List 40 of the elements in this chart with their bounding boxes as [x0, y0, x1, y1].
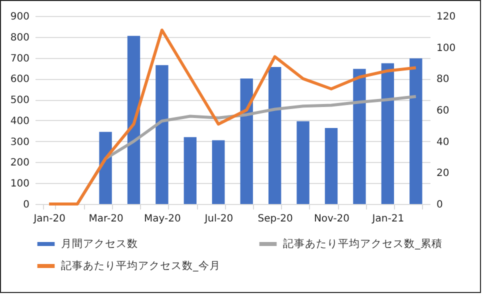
y-tick-label: 900 [10, 12, 30, 22]
bar [99, 132, 112, 204]
y-tick-label: 0 [23, 200, 30, 210]
y2-tick-label: 80 [436, 74, 450, 86]
bar [127, 36, 140, 204]
bar [410, 58, 422, 204]
y-tick-label: 600 [10, 74, 30, 86]
x-tick-label: Jan-21 [371, 214, 404, 224]
bar [240, 78, 253, 204]
bar [324, 128, 338, 204]
y2-tick-label: 0 [436, 200, 443, 210]
y2-tick-label: 20 [436, 168, 450, 180]
line-series [48, 28, 418, 206]
bar [212, 140, 225, 204]
y2-tick-label: 40 [436, 136, 450, 148]
y-tick-label: 300 [10, 136, 30, 148]
y-tick-label: 400 [10, 116, 30, 127]
legend-label: 月間アクセス数 [61, 238, 138, 250]
x-tick-label: Jul-20 [204, 214, 234, 224]
y-tick-label: 700 [10, 53, 30, 64]
x-tick-label: Jan-20 [32, 214, 66, 224]
x-tick-label: Sep-20 [258, 214, 293, 224]
bar [296, 121, 310, 204]
bar [184, 137, 197, 204]
legend-label: 記事あたり平均アクセス数_累積 [283, 237, 442, 250]
bar [156, 65, 168, 204]
y2-tick-label: 100 [436, 42, 456, 54]
x-tick-label: Nov-20 [314, 214, 350, 224]
y-tick-label: 500 [10, 95, 30, 106]
y2-tick-label: 120 [436, 12, 456, 22]
y-tick-label: 200 [10, 158, 30, 169]
x-tick-label: May-20 [144, 214, 181, 224]
legend-label: 記事あたり平均アクセス数_今月 [61, 259, 220, 272]
bar [268, 66, 282, 204]
bar [353, 68, 366, 204]
y2-tick-label: 60 [436, 106, 450, 116]
x-tick-label: Mar-20 [88, 214, 124, 224]
bar [381, 63, 394, 204]
y-tick-label: 800 [10, 32, 30, 44]
y-tick-label: 100 [10, 178, 30, 190]
